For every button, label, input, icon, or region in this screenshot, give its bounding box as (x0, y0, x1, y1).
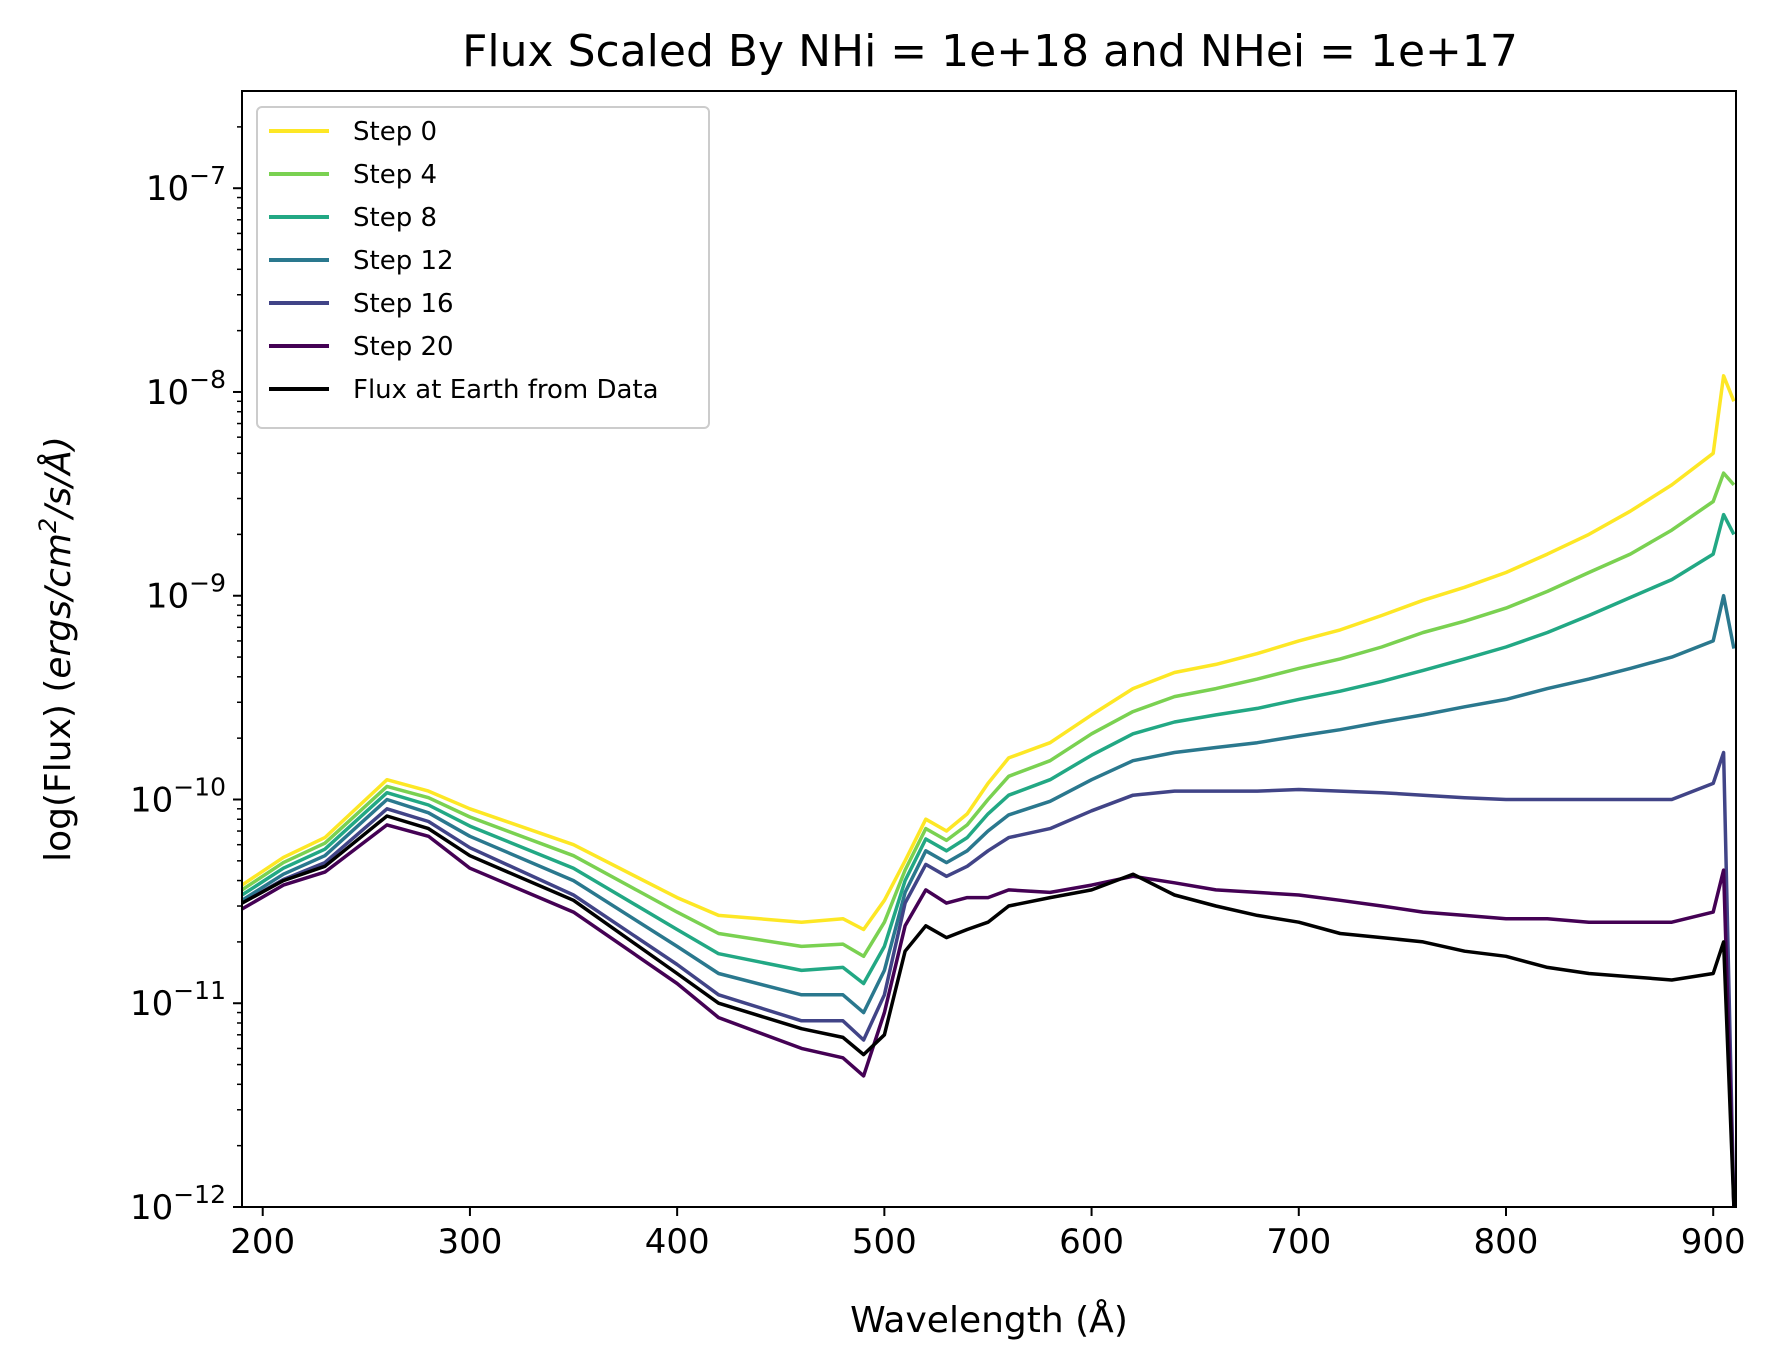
plot-frame (241, 90, 1737, 1208)
y-tick-label: 10−9 (146, 569, 226, 617)
x-tick-label: 400 (645, 1222, 710, 1262)
axis-ticks: 200 300 400 500 600 700 800 900 10−12 10−11 10−10 1… (130, 126, 1746, 1262)
series-line-3 (242, 593, 1736, 1015)
x-tick-label: 600 (1059, 1222, 1124, 1262)
series-line-5 (242, 823, 1736, 1207)
series-line-0 (242, 374, 1736, 932)
series-line-2 (242, 512, 1736, 986)
legend: Step 0 Step 4 Step 8 Step 12 Step 16 Step 20 F… (256, 106, 710, 429)
y-axis-label-prefix: log(Flux) ( (38, 679, 79, 862)
x-tick-label: 300 (437, 1222, 502, 1262)
x-axis-label: Wavelength (Å) (850, 1298, 1128, 1341)
y-tick-label: 10−11 (130, 976, 226, 1024)
x-tick-label: 800 (1474, 1222, 1539, 1262)
y-axis-label-unit: ergs/cm (38, 533, 79, 679)
legend-label: Flux at Earth from Data (353, 375, 659, 405)
y-axis-label: log(Flux) (ergs/cm2/s/Å) (34, 436, 79, 862)
x-tick-label: 500 (852, 1222, 917, 1262)
series-lines (242, 374, 1736, 1207)
x-tick-label: 900 (1681, 1222, 1746, 1262)
series-line-4 (242, 750, 1736, 1207)
x-tick-label: 200 (230, 1222, 295, 1262)
legend-label: Step 20 (353, 332, 454, 362)
legend-label: Step 12 (353, 246, 454, 276)
y-tick-label: 10−7 (146, 161, 226, 209)
y-axis-label-suffix: /s/Å) (36, 436, 79, 521)
y-axis-label-sup: 2 (34, 518, 62, 533)
y-tick-label: 10−10 (130, 772, 226, 820)
series-line-1 (242, 471, 1736, 959)
y-tick-label: 10−12 (130, 1180, 226, 1228)
legend-label: Step 16 (353, 289, 454, 319)
legend-label: Step 8 (353, 203, 437, 233)
y-tick-label: 10−8 (146, 365, 226, 413)
x-tick-label: 700 (1266, 1222, 1331, 1262)
chart-title: Flux Scaled By NHi = 1e+18 and NHei = 1e… (462, 26, 1518, 77)
legend-box (256, 106, 710, 429)
series-line-6 (242, 814, 1736, 1207)
legend-label: Step 0 (353, 117, 437, 147)
legend-label: Step 4 (353, 160, 437, 190)
